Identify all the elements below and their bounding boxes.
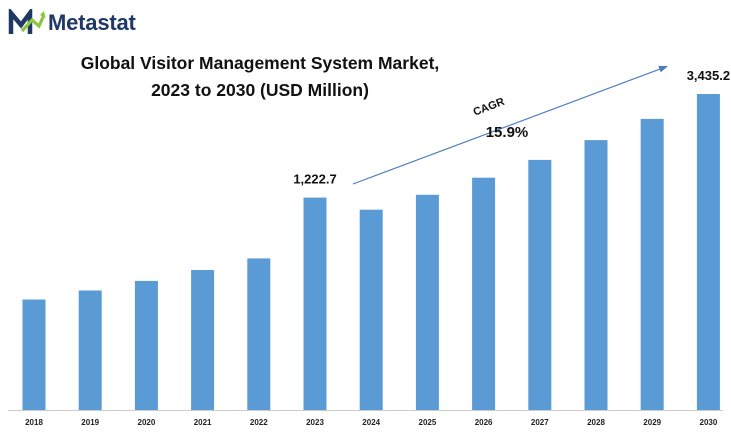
cagr-label: CAGR <box>472 96 507 119</box>
bar-2027 <box>528 159 552 410</box>
cagr-value: 15.9% <box>486 124 529 141</box>
chart-title-line-1: Global Visitor Management System Market, <box>80 53 440 73</box>
x-tick-label-2026: 2026 <box>475 418 493 427</box>
brand-logo: Metastat <box>8 8 136 38</box>
x-tick-label-2028: 2028 <box>587 418 605 427</box>
bar-2024 <box>359 209 383 410</box>
bar-2030 <box>696 94 720 410</box>
bar-2022 <box>247 258 271 410</box>
x-tick-label-2022: 2022 <box>250 418 268 427</box>
x-tick-label-2025: 2025 <box>419 418 437 427</box>
data-label-2023: 1,222.7 <box>293 172 336 187</box>
bar-2026 <box>472 177 496 410</box>
x-tick-label-2021: 2021 <box>194 418 212 427</box>
bars-group <box>22 94 720 411</box>
bar-2025 <box>415 194 439 410</box>
bar-2023 <box>303 197 327 410</box>
chart-title: Global Visitor Management System Market,… <box>40 50 480 104</box>
cagr-annotation: CAGR 15.9% <box>352 65 668 185</box>
x-tick-label-2023: 2023 <box>306 418 324 427</box>
x-tick-label-2020: 2020 <box>138 418 156 427</box>
chart-title-line-2: 2023 to 2030 (USD Million) <box>151 80 369 100</box>
bar-2020 <box>134 280 158 410</box>
x-tick-label-2030: 2030 <box>700 418 718 427</box>
data-labels-group: 1,222.7 3,435.2 <box>293 68 730 187</box>
bar-2029 <box>640 118 664 411</box>
cagr-arrow-line <box>352 67 663 185</box>
x-tick-label-2024: 2024 <box>362 418 380 427</box>
bar-2028 <box>584 140 608 410</box>
data-label-2030: 3,435.2 <box>687 68 730 83</box>
x-tick-label-2029: 2029 <box>643 418 661 427</box>
metastat-logo-icon <box>8 9 46 34</box>
cagr-arrowhead <box>658 65 668 73</box>
brand-name: Metastat <box>48 10 136 35</box>
x-tick-label-2018: 2018 <box>25 418 43 427</box>
x-tick-label-2027: 2027 <box>531 418 549 427</box>
bar-2018 <box>22 299 46 410</box>
x-tick-label-2019: 2019 <box>81 418 99 427</box>
bar-2021 <box>191 270 215 410</box>
bar-2019 <box>78 290 102 410</box>
x-axis-tick-labels: 2018 2019 2020 2021 2022 2023 2024 2025 2026 2027… <box>25 418 718 427</box>
